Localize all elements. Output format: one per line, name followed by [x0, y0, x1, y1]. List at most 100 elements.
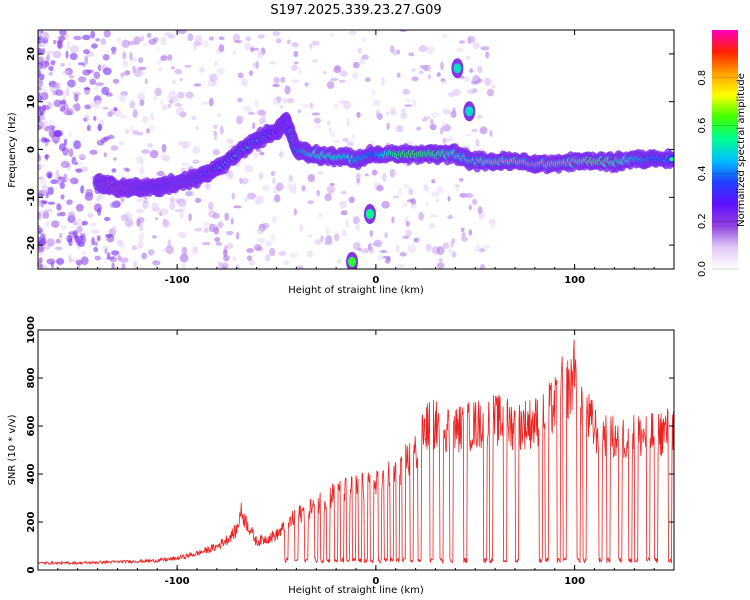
noise-speckle	[244, 164, 254, 173]
noise-speckle	[179, 210, 184, 219]
noise-speckle	[60, 62, 66, 67]
noise-speckle	[269, 247, 276, 257]
noise-speckle	[381, 200, 390, 209]
noise-speckle	[248, 260, 256, 266]
noise-speckle	[280, 104, 283, 109]
colorbar-tick-label: 0.4	[697, 165, 708, 181]
noise-speckle	[480, 46, 490, 51]
noise-speckle	[469, 68, 474, 73]
noise-speckle	[89, 149, 98, 155]
noise-speckle	[286, 39, 291, 45]
noise-speckle	[38, 56, 45, 64]
noise-speckle	[234, 40, 243, 44]
noise-speckle	[132, 65, 136, 74]
snr-x-ticks: -100 0 100	[37, 330, 675, 587]
noise-speckle	[318, 212, 323, 218]
noise-speckle	[38, 30, 42, 37]
noise-speckle	[76, 225, 83, 234]
noise-speckle	[390, 106, 396, 115]
noise-speckle	[219, 125, 224, 135]
noise-speckle	[237, 72, 244, 79]
noise-speckle	[137, 240, 144, 249]
noise-speckle	[280, 76, 286, 83]
noise-speckle	[161, 143, 167, 153]
noise-speckle	[346, 118, 351, 127]
noise-speckle	[428, 223, 435, 229]
noise-speckle	[67, 79, 76, 88]
noise-speckle	[165, 245, 174, 255]
noise-speckle	[452, 88, 462, 96]
noise-speckle	[452, 107, 456, 113]
noise-speckle	[339, 200, 348, 209]
noise-speckle	[359, 57, 366, 65]
noise-speckle	[38, 47, 43, 56]
noise-speckle	[265, 240, 272, 247]
noise-speckle	[65, 50, 69, 59]
noise-speckle	[246, 248, 255, 253]
noise-speckle	[477, 206, 483, 214]
noise-speckle	[38, 95, 43, 102]
noise-speckle	[427, 64, 432, 73]
noise-speckle	[236, 97, 243, 103]
noise-speckle	[94, 241, 98, 247]
noise-speckle	[194, 227, 203, 232]
noise-speckle	[38, 36, 41, 44]
noise-speckle	[78, 76, 87, 83]
noise-speckle	[39, 115, 46, 121]
noise-speckle	[89, 101, 95, 108]
noise-speckle	[194, 197, 202, 204]
noise-speckle	[69, 52, 78, 61]
noise-speckle	[54, 246, 63, 251]
spectrogram-x-tick-label: 100	[564, 275, 585, 286]
noise-speckle	[418, 211, 424, 221]
noise-speckle	[226, 242, 234, 249]
noise-speckle	[425, 201, 429, 207]
noise-speckle	[490, 221, 496, 228]
noise-speckle	[121, 39, 130, 48]
noise-speckle	[402, 88, 411, 95]
noise-speckle	[178, 30, 187, 34]
noise-speckle	[472, 198, 478, 205]
noise-speckle	[348, 30, 357, 36]
noise-speckle	[169, 201, 176, 211]
noise-speckle	[329, 33, 335, 38]
noise-speckle	[38, 163, 47, 168]
noise-speckle	[168, 90, 177, 100]
noise-speckle	[50, 179, 59, 185]
colorbar-tick-label: 0.0	[697, 261, 708, 277]
noise-speckle	[252, 152, 258, 159]
noise-speckle	[270, 233, 275, 242]
noise-speckle	[431, 179, 436, 184]
noise-speckle	[174, 208, 184, 213]
colorbar: 0.0 0.2 0.4 0.6 0.8 Normalized spectral ampl…	[697, 30, 747, 277]
noise-speckle	[48, 72, 53, 76]
noise-speckle	[450, 110, 457, 118]
noise-speckle	[113, 157, 117, 161]
noise-speckle	[293, 208, 297, 216]
spectrogram-y-tick-label: -20	[26, 236, 37, 254]
noise-speckle	[38, 261, 42, 268]
noise-speckle	[240, 115, 245, 119]
noise-speckle	[160, 36, 167, 46]
noise-speckle	[81, 234, 86, 244]
noise-speckle	[426, 46, 435, 54]
noise-speckle	[288, 175, 293, 183]
noise-speckle	[223, 260, 227, 268]
noise-speckle	[122, 51, 127, 60]
noise-speckle	[90, 222, 97, 227]
noise-speckle	[217, 221, 224, 228]
noise-speckle	[75, 218, 83, 226]
noise-speckle	[48, 65, 54, 71]
blob-core	[348, 256, 357, 267]
noise-speckle	[371, 89, 376, 96]
noise-speckle	[224, 212, 230, 221]
noise-speckle	[74, 161, 78, 165]
noise-speckle	[101, 86, 110, 95]
noise-speckle	[477, 78, 483, 83]
noise-speckle	[435, 199, 440, 203]
noise-speckle	[418, 45, 428, 53]
noise-speckle	[83, 87, 91, 91]
noise-speckle	[94, 85, 98, 91]
noise-speckle	[42, 264, 48, 269]
